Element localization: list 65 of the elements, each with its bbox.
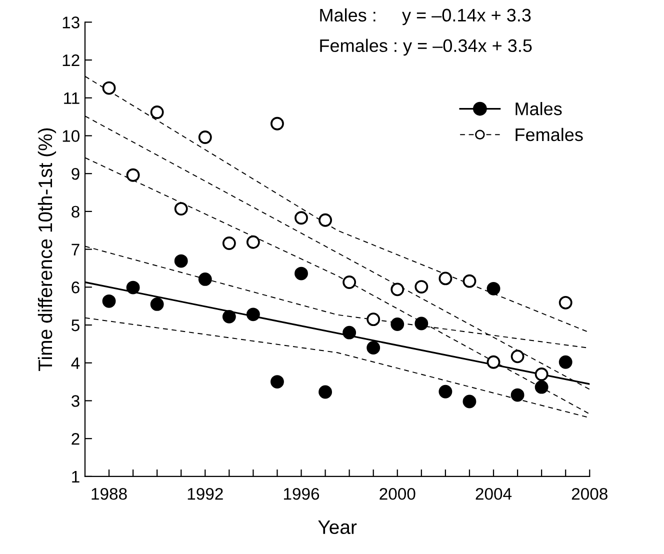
x-tick-label: 1992: [188, 488, 223, 500]
y-axis-title: Time difference 10th-1st (%): [38, 128, 56, 371]
y-tick-label: 7: [72, 244, 80, 256]
point: [534, 380, 548, 394]
x-tick-label: 2008: [572, 488, 608, 500]
y-tick-label: 11: [64, 92, 80, 104]
point: [390, 282, 404, 296]
y-tick-label: 8: [72, 206, 80, 218]
point: [222, 236, 236, 250]
point: [174, 254, 188, 268]
point: [198, 130, 212, 144]
point: [126, 168, 140, 182]
point: [342, 276, 356, 289]
point: [366, 312, 380, 326]
point: [558, 296, 572, 310]
point: [462, 394, 476, 408]
y-tick-label: 12: [62, 54, 80, 66]
point: [102, 294, 116, 308]
legend-label: Females: [516, 128, 583, 142]
y-tick-label: 5: [72, 320, 80, 332]
point: [558, 355, 572, 369]
point: [294, 211, 308, 225]
y-tick-label: 6: [72, 282, 80, 294]
x-tick-label: 1996: [284, 488, 320, 500]
point: [390, 318, 404, 331]
y-tick-label: 4: [71, 357, 80, 369]
point: [486, 282, 500, 296]
x-tick-label: 2000: [380, 488, 416, 500]
y-tick-label: 3: [72, 395, 80, 407]
point: [270, 116, 284, 130]
annotation: Females : y = –0.34x + 3.5: [320, 38, 532, 56]
y-tick-label: 9: [72, 168, 80, 180]
point: [462, 274, 476, 288]
point: [534, 368, 548, 381]
point: [150, 106, 164, 119]
point: [126, 280, 140, 294]
y-tick-label: 2: [72, 432, 80, 445]
x-tick-label: 2004: [476, 488, 512, 500]
point: [294, 266, 308, 280]
point: [174, 202, 188, 216]
point: [438, 272, 452, 286]
point: [438, 384, 452, 398]
point: [414, 280, 428, 294]
point: [510, 388, 524, 402]
point: [102, 81, 116, 95]
point: [510, 350, 524, 364]
point: [198, 272, 212, 286]
y-tick-label: 13: [62, 16, 80, 28]
point: [366, 341, 380, 354]
point: [318, 213, 332, 227]
y-tick-label: 10: [62, 130, 80, 142]
point: [486, 355, 500, 369]
point: [150, 297, 164, 311]
annotation: Males : y = –0.14x + 3.3: [320, 8, 531, 26]
point: [318, 385, 332, 399]
point: [342, 326, 356, 340]
point: [222, 310, 236, 324]
y-tick-label: 1: [72, 471, 80, 482]
point: [270, 375, 284, 389]
point: [246, 308, 260, 322]
point: [414, 316, 428, 330]
x-tick-label: 1988: [92, 488, 127, 500]
point: [246, 235, 260, 249]
x-axis-title: Year: [318, 520, 357, 534]
legend-label: Males: [516, 102, 562, 116]
